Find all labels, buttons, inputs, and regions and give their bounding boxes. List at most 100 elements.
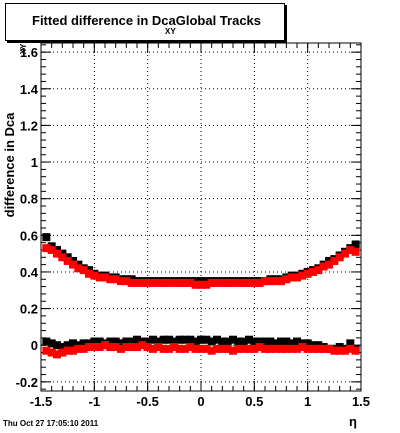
data-point-series-2 <box>181 278 189 287</box>
data-point-series-4 <box>303 344 312 353</box>
data-point-series-3 <box>218 337 227 346</box>
chart-title-text: Fitted difference in Dca <box>32 13 176 28</box>
data-point-series-2 <box>239 278 248 287</box>
data-point-series-2 <box>277 277 285 286</box>
data-point-series-2 <box>250 278 259 287</box>
data-point-series-4 <box>298 343 307 352</box>
data-point-series-2 <box>58 253 67 262</box>
data-point-series-2 <box>202 280 211 289</box>
data-markers <box>42 233 360 359</box>
data-point-series-2 <box>271 277 280 286</box>
data-point-series-2 <box>186 278 195 287</box>
y-axis-label-subscript: XY <box>19 43 28 54</box>
data-point-series-4 <box>122 343 131 352</box>
data-point-series-2 <box>133 278 141 287</box>
data-point-series-3 <box>282 337 291 346</box>
data-point-series-4 <box>255 343 264 352</box>
x-tick-label: 0 <box>197 394 204 409</box>
chart-title-subscript: XY <box>165 27 176 36</box>
timestamp-footer: Thu Oct 27 17:05:10 2011 <box>3 419 99 428</box>
data-point-series-3 <box>122 337 131 346</box>
y-tick-label: 1.4 <box>20 82 39 97</box>
data-point-series-3 <box>175 335 184 344</box>
data-point-series-2 <box>309 267 317 276</box>
data-point-series-3 <box>287 339 296 348</box>
data-point-series-2 <box>213 278 221 287</box>
data-point-series-3 <box>111 337 120 346</box>
data-point-series-2 <box>234 278 243 287</box>
data-point-series-3 <box>197 335 205 344</box>
data-point-series-4 <box>191 344 200 353</box>
data-point-series-3 <box>293 337 301 346</box>
data-point-series-4 <box>218 344 227 353</box>
data-point-series-4 <box>319 344 328 353</box>
data-point-series-3 <box>127 337 136 346</box>
data-point-series-4 <box>63 346 72 355</box>
data-point-series-1 <box>42 233 51 242</box>
data-point-series-2 <box>330 256 339 265</box>
data-point-series-3 <box>202 335 211 344</box>
data-point-series-2 <box>127 278 136 287</box>
x-tick-label: -0.5 <box>136 394 158 409</box>
data-point-series-3 <box>165 335 173 344</box>
data-point-series-3 <box>229 335 237 344</box>
data-point-series-3 <box>154 337 163 346</box>
data-point-series-4 <box>197 344 205 353</box>
data-point-series-2 <box>159 278 168 287</box>
data-point-series-3 <box>245 335 253 344</box>
data-point-series-2 <box>293 273 301 282</box>
data-point-series-3 <box>133 335 141 344</box>
data-point-series-3 <box>58 343 67 352</box>
data-point-series-2 <box>111 275 120 284</box>
data-point-series-3 <box>95 337 104 346</box>
data-point-series-4 <box>293 344 301 353</box>
data-point-series-3 <box>79 339 88 348</box>
data-point-series-4 <box>181 344 189 353</box>
data-point-series-2 <box>42 244 51 253</box>
data-point-series-4 <box>74 344 83 353</box>
data-point-series-4 <box>69 346 77 355</box>
x-axis-label: η <box>349 414 357 429</box>
data-point-series-4 <box>90 343 99 352</box>
x-tick-label: 1.5 <box>352 394 370 409</box>
y-tick-label: 0.2 <box>20 302 38 317</box>
data-point-series-4 <box>47 348 56 357</box>
data-point-series-2 <box>149 278 157 287</box>
data-point-series-4 <box>314 344 323 353</box>
data-point-series-3 <box>213 335 221 344</box>
data-point-series-4 <box>85 343 93 352</box>
data-point-series-2 <box>63 256 72 265</box>
data-point-series-4 <box>287 344 296 353</box>
chart-title-box: Fitted difference in DcaGlobal Tracks XY <box>5 3 285 41</box>
data-point-series-2 <box>207 278 216 287</box>
data-point-series-4 <box>207 346 216 355</box>
data-point-series-3 <box>346 339 355 348</box>
y-tick-label: 0.8 <box>20 192 38 207</box>
data-point-series-4 <box>154 343 163 352</box>
data-point-series-2 <box>282 275 291 284</box>
data-point-series-3 <box>181 335 189 344</box>
data-point-series-3 <box>191 337 200 346</box>
data-point-series-2 <box>325 260 333 269</box>
data-point-series-4 <box>159 344 168 353</box>
data-point-series-2 <box>154 278 163 287</box>
data-point-series-2 <box>266 277 275 286</box>
data-point-series-3 <box>271 339 280 348</box>
data-point-series-2 <box>122 277 131 286</box>
data-point-series-2 <box>95 273 104 282</box>
data-point-series-3 <box>207 337 216 346</box>
data-point-series-2 <box>255 278 264 287</box>
data-point-series-3 <box>69 339 77 348</box>
data-point-series-3 <box>106 337 115 346</box>
data-point-series-3 <box>186 335 195 344</box>
x-tick-label: 1 <box>304 394 311 409</box>
y-tick-label: 0.6 <box>20 228 38 243</box>
x-tick-label: 0.5 <box>245 394 263 409</box>
data-point-series-4 <box>165 344 173 353</box>
data-point-series-4 <box>149 344 157 353</box>
data-point-series-2 <box>170 278 179 287</box>
data-point-series-2 <box>191 280 200 289</box>
data-point-series-4 <box>277 344 285 353</box>
y-axis-label: difference in Dca <box>2 112 17 218</box>
